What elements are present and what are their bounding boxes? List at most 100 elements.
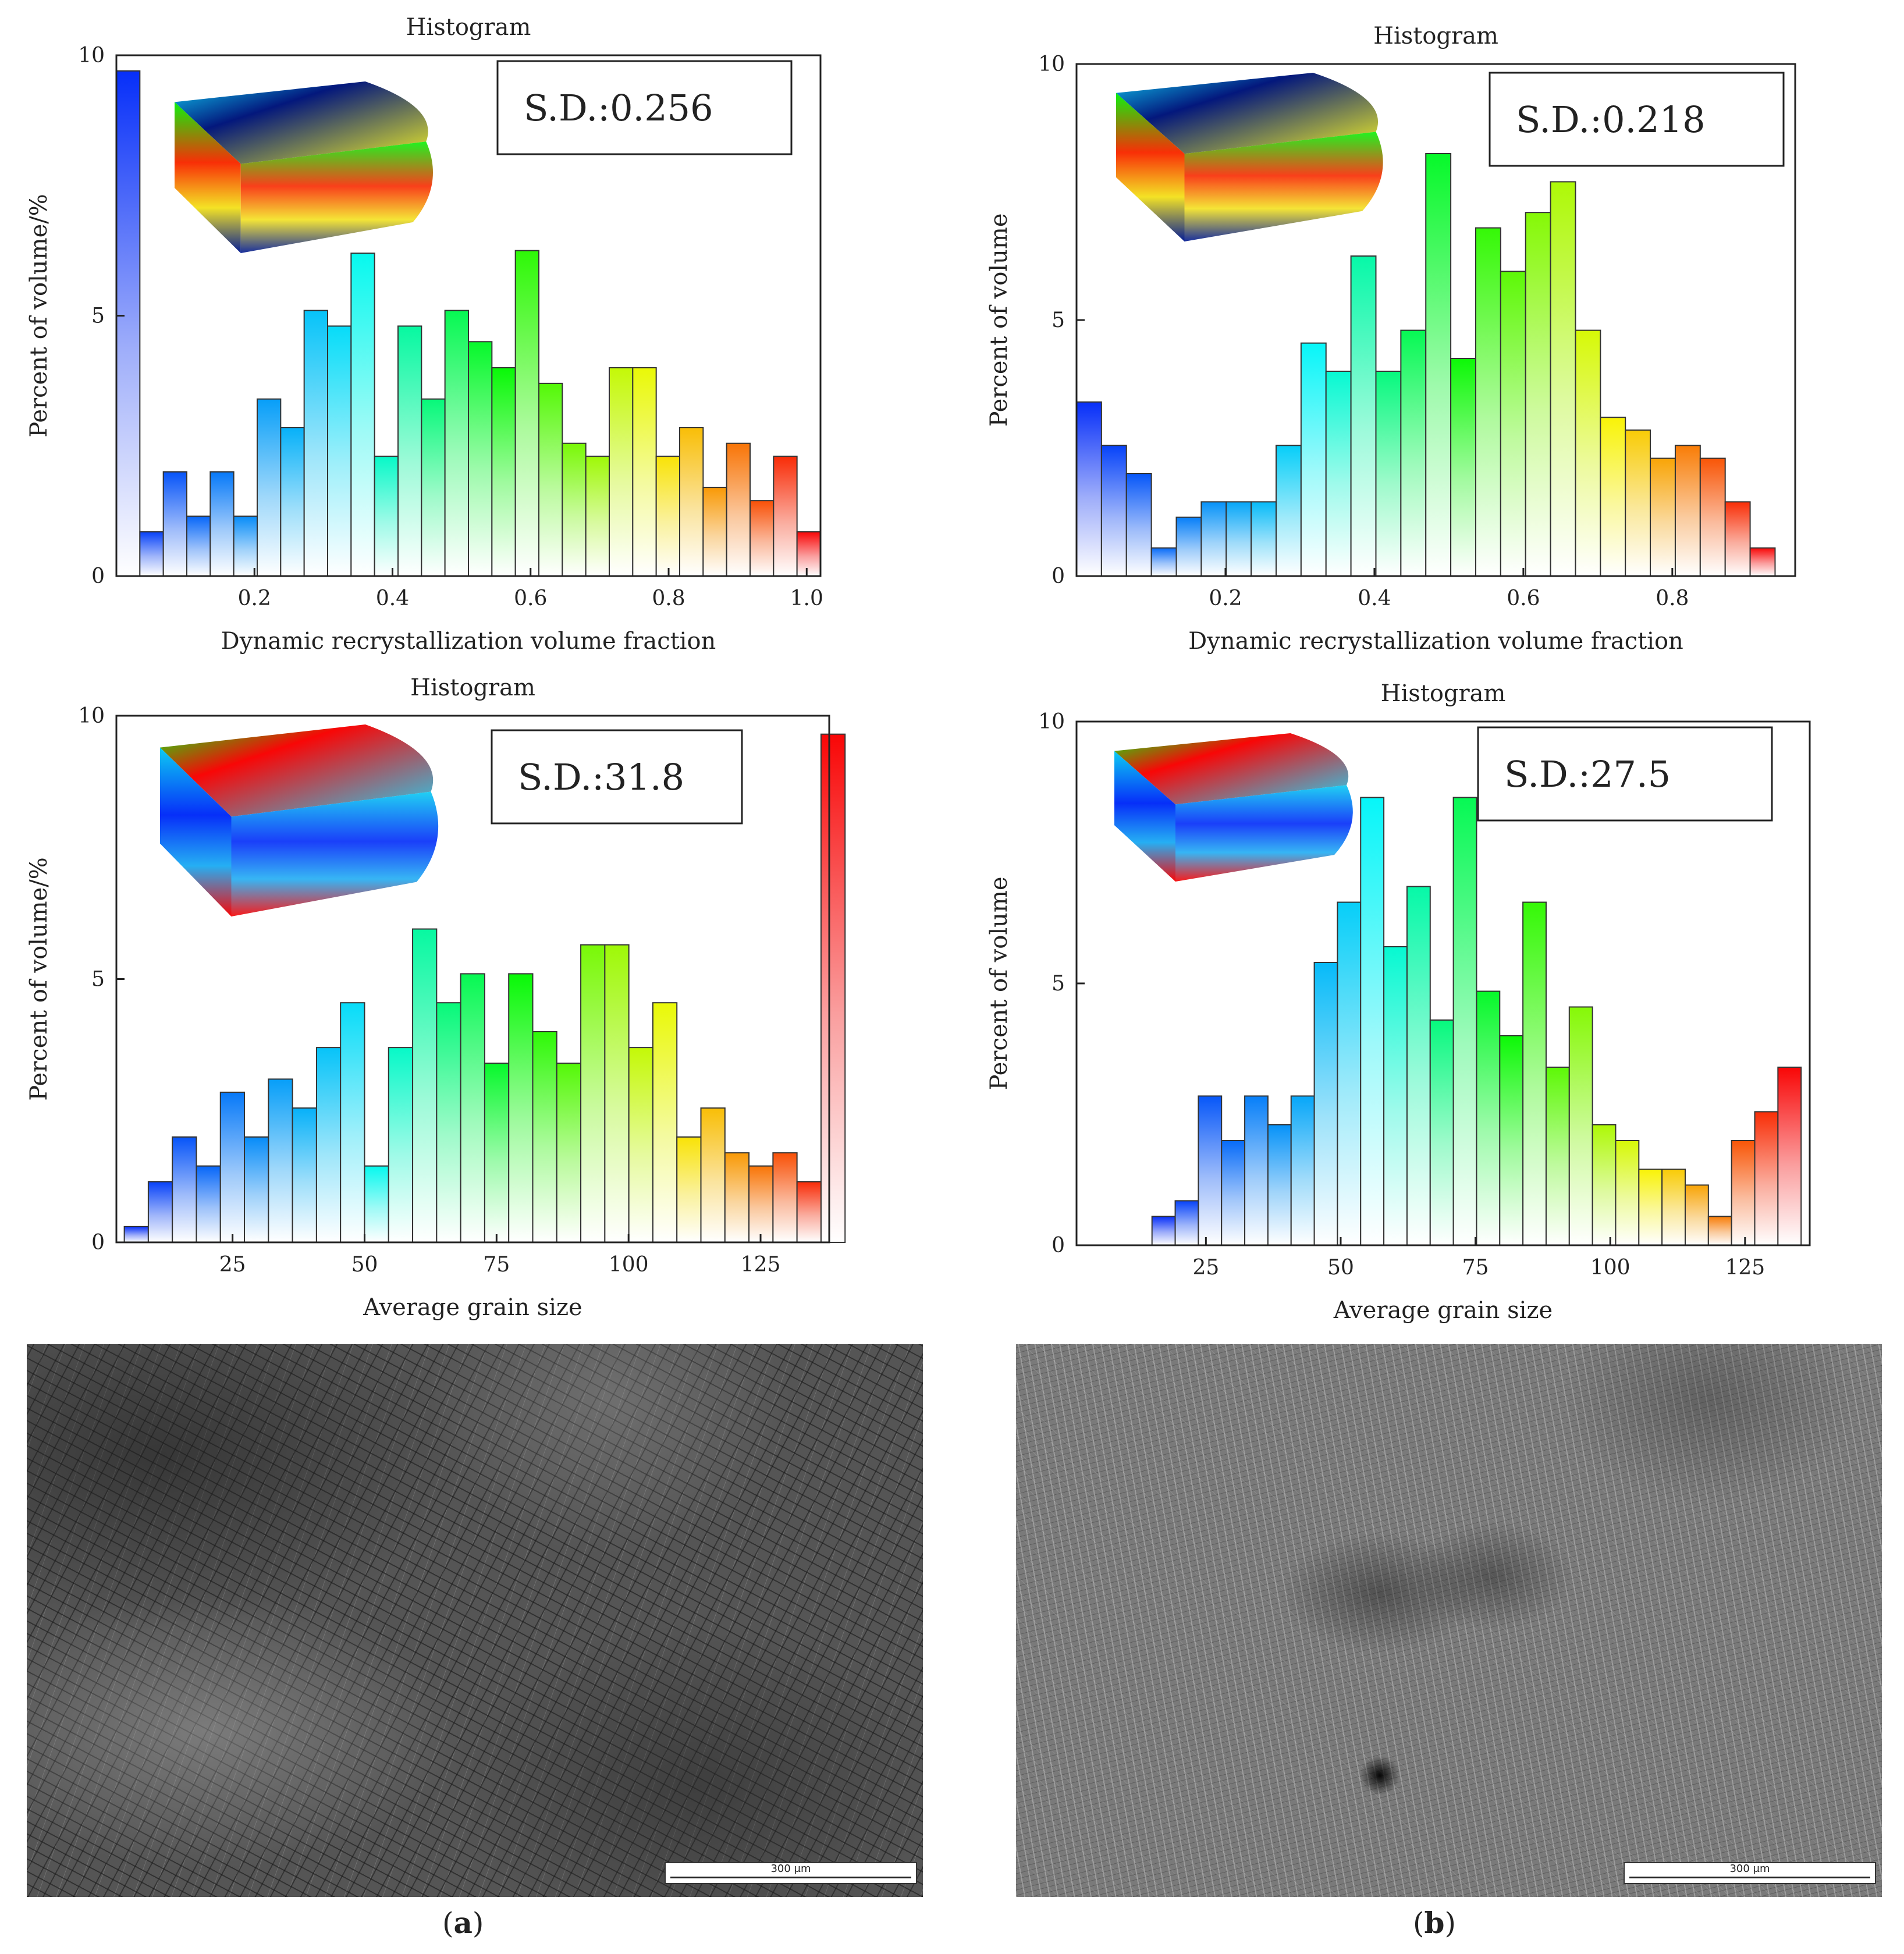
histogram-bar xyxy=(186,516,211,577)
histogram-bar xyxy=(532,1031,557,1243)
histogram-bar xyxy=(538,382,563,577)
y-axis-label: Percent of volume/% xyxy=(26,194,52,437)
scale-bar-b-label: 300 μm xyxy=(1729,1863,1770,1875)
histogram-bar xyxy=(1100,445,1127,577)
inset-3d-contour xyxy=(1116,73,1383,241)
histogram-bar xyxy=(632,367,657,577)
scale-bar-a-label: 300 μm xyxy=(770,1863,811,1875)
histogram-bar xyxy=(609,367,634,577)
histogram-bar xyxy=(1674,445,1701,577)
micrograph-b-texture xyxy=(1016,1344,1882,1897)
histogram-bar xyxy=(1251,501,1277,577)
histogram-bar xyxy=(244,1136,269,1243)
x-axis-label: Average grain size xyxy=(363,1294,582,1321)
histogram-bar xyxy=(1754,1111,1779,1246)
histogram-bar xyxy=(1450,358,1476,577)
y-tick-label: 0 xyxy=(91,1231,105,1255)
histogram-bar xyxy=(374,456,399,577)
histogram-bar xyxy=(702,486,727,577)
sd-annotation-label: S.D.:27.5 xyxy=(1504,753,1671,795)
x-tick-label: 0.6 xyxy=(514,587,547,610)
y-tick-label: 0 xyxy=(91,564,105,588)
inset-top-face xyxy=(175,81,428,164)
x-tick-label: 50 xyxy=(351,1253,378,1277)
histogram-bar xyxy=(196,1165,221,1244)
panel-label-a-letter: a xyxy=(453,1906,473,1940)
sd-annotation-box xyxy=(1477,726,1773,822)
histogram-bar xyxy=(514,250,540,577)
histogram-bar xyxy=(1383,946,1408,1246)
scale-bar-a-line xyxy=(670,1877,911,1878)
histogram-bar xyxy=(1200,501,1227,577)
histogram-bar xyxy=(1221,1140,1246,1246)
histogram-bar xyxy=(700,1107,726,1243)
histogram-bar xyxy=(1267,1124,1292,1246)
x-tick-label: 100 xyxy=(1590,1256,1631,1280)
inset-curved-face xyxy=(231,791,439,916)
histogram-bar xyxy=(460,973,485,1243)
y-tick-label: 5 xyxy=(1052,972,1065,996)
histogram-bar xyxy=(1592,1124,1617,1246)
histogram-bar xyxy=(1151,1216,1176,1246)
micrograph-a-texture xyxy=(27,1344,923,1897)
histogram-bar xyxy=(1615,1140,1640,1246)
histogram-bar xyxy=(1522,901,1547,1246)
x-tick-label: 125 xyxy=(741,1253,781,1277)
histogram-bar xyxy=(1749,547,1776,577)
histogram-bar xyxy=(1300,342,1327,577)
y-tick-label: 10 xyxy=(1038,710,1065,734)
histogram-bar xyxy=(116,70,141,577)
histogram-bar xyxy=(628,1047,653,1244)
sd-annotation-label: S.D.:0.218 xyxy=(1516,98,1706,141)
y-axis-label: Percent of volume xyxy=(986,214,1013,427)
x-tick-label: 50 xyxy=(1327,1256,1354,1280)
histogram-bar xyxy=(1699,457,1726,577)
x-tick-label: 0.8 xyxy=(652,587,685,610)
x-tick-label: 75 xyxy=(1462,1256,1489,1280)
x-tick-label: 0.2 xyxy=(1209,587,1242,610)
histogram-bar xyxy=(652,1002,678,1243)
histogram-bar xyxy=(350,253,375,577)
histogram-bar xyxy=(748,1165,774,1244)
histogram-bar xyxy=(1625,429,1651,577)
histogram-bar xyxy=(162,471,187,577)
histogram-bar xyxy=(491,367,516,577)
histogram-bar xyxy=(679,427,704,577)
x-tick-label: 0.4 xyxy=(376,587,409,610)
sd-annotation-box xyxy=(491,729,743,825)
y-tick-label: 5 xyxy=(91,968,105,992)
histogram-bar xyxy=(172,1136,197,1243)
histogram-bar xyxy=(1545,1067,1570,1246)
histogram-bar xyxy=(1425,153,1452,577)
histogram-bar xyxy=(468,341,493,577)
inset-left-face xyxy=(160,747,232,916)
y-tick-label: 0 xyxy=(1052,1234,1065,1257)
x-tick-label: 25 xyxy=(219,1253,246,1277)
x-tick-label: 125 xyxy=(1725,1256,1765,1280)
histogram-bar xyxy=(1125,473,1152,577)
chart-title: Histogram xyxy=(1373,23,1498,49)
histogram-bar xyxy=(1275,445,1302,577)
histogram-bar xyxy=(1198,1095,1223,1246)
histogram-bar xyxy=(303,310,329,577)
histogram-bar xyxy=(397,325,422,577)
panel-label-b-letter: b xyxy=(1424,1906,1445,1940)
histogram-bar xyxy=(233,516,258,577)
histogram-bar xyxy=(1661,1168,1686,1246)
histogram-bar xyxy=(1406,886,1431,1246)
histogram-bar xyxy=(436,1002,461,1243)
histogram-bar xyxy=(1475,227,1501,577)
x-tick-label: 75 xyxy=(483,1253,510,1277)
inset-curved-face xyxy=(1175,785,1353,882)
histogram-bar xyxy=(1707,1216,1732,1246)
x-tick-label: 0.8 xyxy=(1656,587,1689,610)
histogram-bar xyxy=(421,398,446,577)
histogram-bar xyxy=(1174,1200,1199,1246)
y-axis-label: Percent of volume/% xyxy=(26,857,52,1100)
histogram-bar xyxy=(1731,1140,1756,1246)
histogram-bar xyxy=(280,427,305,577)
inset-left-face xyxy=(1116,93,1185,241)
x-tick-label: 0.2 xyxy=(238,587,271,610)
histogram-bar xyxy=(1313,962,1338,1246)
histogram-bar xyxy=(1684,1184,1709,1246)
